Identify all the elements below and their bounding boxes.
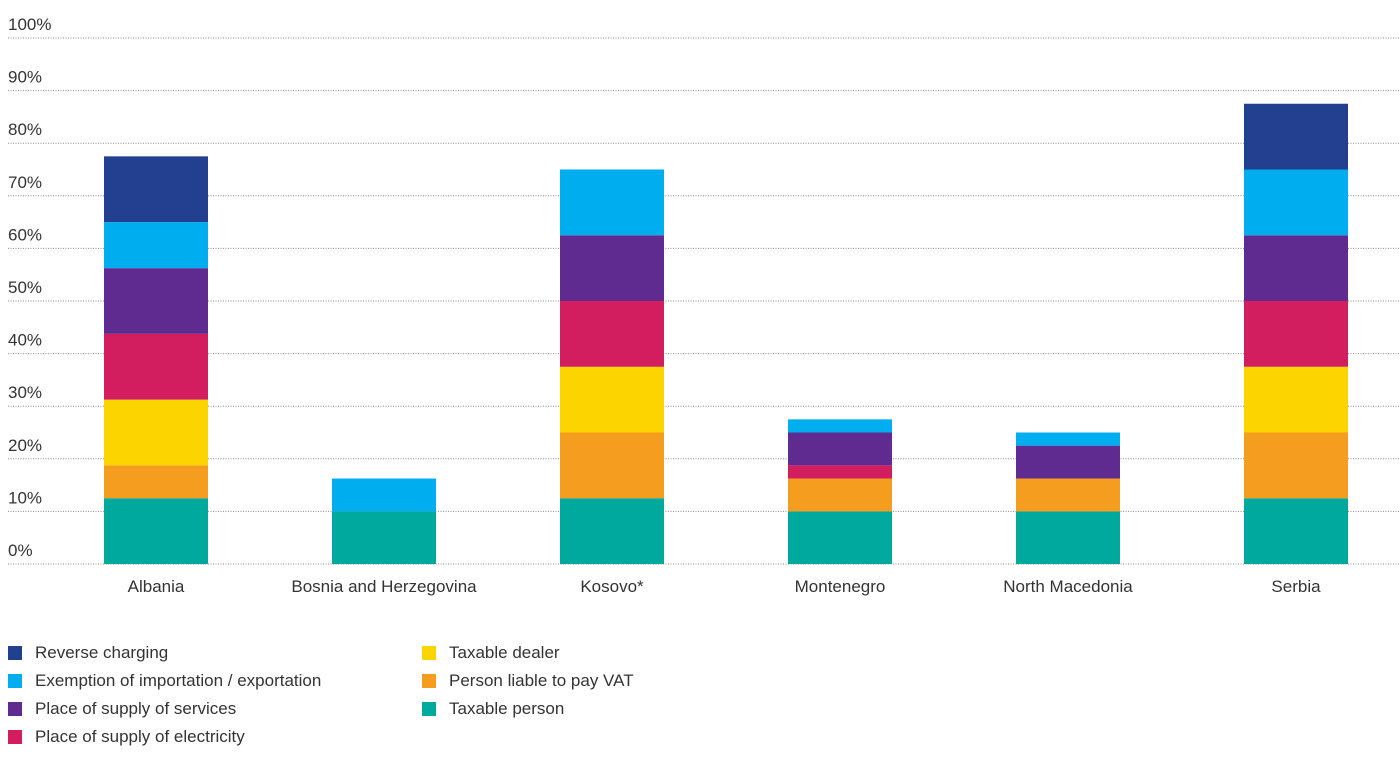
legend-item: Taxable person	[422, 696, 564, 722]
bar-segment	[1016, 478, 1120, 512]
legend-swatch	[8, 702, 22, 716]
legend-label: Person liable to pay VAT	[449, 671, 634, 690]
legend-swatch	[422, 702, 436, 716]
legend-label: Taxable dealer	[449, 643, 560, 662]
bar-segment	[1016, 445, 1120, 479]
bar-segment	[560, 432, 664, 499]
bar-segment	[788, 511, 892, 564]
y-tick-label: 30%	[8, 383, 42, 402]
legend-label: Place of supply of services	[35, 699, 237, 718]
category-label: Bosnia and Herzegovina	[291, 577, 477, 596]
legend-item: Exemption of importation / exportation	[8, 668, 321, 694]
bar-segment	[1244, 103, 1348, 170]
category-label: Serbia	[1271, 577, 1321, 596]
bar-segment	[104, 156, 208, 223]
legend-label: Taxable person	[449, 699, 565, 718]
y-tick-label: 40%	[8, 331, 42, 350]
bar-segment	[332, 478, 436, 512]
legend-swatch	[422, 674, 436, 688]
legend-item: Place of supply of electricity	[8, 724, 245, 750]
bar-segment	[1016, 511, 1120, 564]
y-tick-label: 50%	[8, 278, 42, 297]
bar-segment	[104, 222, 208, 269]
bar-segment	[788, 478, 892, 512]
legend-label: Place of supply of electricity	[35, 727, 245, 746]
category-label: North Macedonia	[1003, 577, 1133, 596]
category-label: Albania	[128, 577, 185, 596]
legend-item: Reverse charging	[8, 640, 168, 666]
bar-segment	[560, 498, 664, 564]
bar-segment	[332, 511, 436, 564]
bar-segment	[1016, 432, 1120, 446]
bar-segment	[1244, 498, 1348, 564]
y-tick-label: 80%	[8, 120, 42, 139]
y-tick-label: 100%	[8, 15, 51, 34]
legend-swatch	[422, 646, 436, 660]
category-label: Kosovo*	[580, 577, 644, 596]
bar-segment	[104, 268, 208, 334]
bar-segment	[788, 465, 892, 479]
bar-segment	[560, 301, 664, 367]
bar-segment	[1244, 301, 1348, 367]
bar-segment	[1244, 235, 1348, 301]
bar-segment	[560, 366, 664, 433]
legend-swatch	[8, 674, 22, 688]
legend-item: Person liable to pay VAT	[422, 668, 634, 694]
y-tick-label: 10%	[8, 488, 42, 507]
bar-segment	[104, 498, 208, 564]
category-label: Montenegro	[795, 577, 886, 596]
y-tick-label: 90%	[8, 68, 42, 87]
y-tick-label: 60%	[8, 225, 42, 244]
legend-item: Taxable dealer	[422, 640, 560, 666]
stacked-bar-chart: 0% 10% 20% 30% 40% 50% 60% 70% 80% 90% 100% Albania…	[8, 15, 1400, 596]
bar-segment	[560, 169, 664, 236]
legend-swatch	[8, 730, 22, 744]
legend-swatch	[8, 646, 22, 660]
legend-item: Place of supply of services	[8, 696, 236, 722]
legend-label: Exemption of importation / exportation	[35, 671, 322, 690]
y-tick-label: 70%	[8, 173, 42, 192]
bar-segment	[104, 333, 208, 400]
bar-segment	[788, 419, 892, 433]
bar-segment	[104, 399, 208, 466]
bar-segment	[1244, 169, 1348, 236]
y-tick-label: 20%	[8, 436, 42, 455]
legend-label: Reverse charging	[35, 643, 169, 662]
bar-segment	[1244, 366, 1348, 433]
bar-segment	[788, 432, 892, 466]
chart-legend: Reverse charging Exemption of importation…	[8, 640, 768, 758]
bar-segment	[104, 465, 208, 499]
y-tick-label: 0%	[8, 541, 33, 560]
bar-segment	[560, 235, 664, 301]
bar-segment	[1244, 432, 1348, 499]
